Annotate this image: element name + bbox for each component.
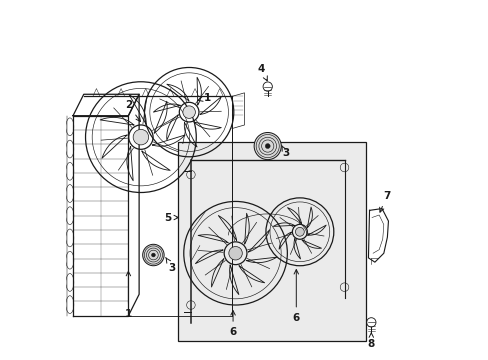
Text: 8: 8 (367, 333, 374, 349)
Circle shape (264, 144, 269, 149)
Circle shape (230, 248, 240, 258)
Text: 2: 2 (124, 100, 140, 122)
Text: 1: 1 (124, 271, 132, 319)
Bar (178, 143, 365, 341)
Text: 6: 6 (229, 311, 236, 337)
Text: 3: 3 (281, 145, 289, 158)
Text: 6: 6 (292, 270, 299, 323)
Circle shape (228, 247, 242, 260)
Circle shape (296, 229, 303, 235)
Circle shape (135, 132, 146, 143)
Circle shape (142, 244, 164, 266)
Text: 3: 3 (165, 257, 176, 273)
Text: 7: 7 (379, 191, 390, 212)
Text: 5: 5 (163, 212, 178, 222)
Circle shape (151, 253, 155, 257)
Circle shape (184, 108, 193, 117)
Circle shape (254, 132, 281, 159)
Text: 1: 1 (197, 93, 210, 103)
Circle shape (183, 106, 195, 118)
Circle shape (295, 228, 304, 236)
Circle shape (133, 129, 148, 145)
Text: 4: 4 (258, 64, 267, 81)
